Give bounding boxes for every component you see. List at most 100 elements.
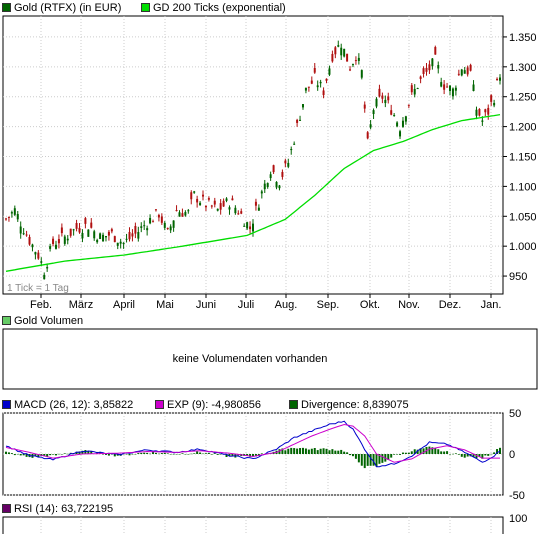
candle-down bbox=[390, 110, 393, 115]
divergence-bar bbox=[404, 452, 407, 454]
candle-down bbox=[434, 47, 437, 55]
gd200-swatch-icon bbox=[141, 3, 150, 12]
divergence-bar bbox=[193, 453, 196, 454]
divergence-bar bbox=[304, 448, 307, 454]
divergence-bar bbox=[152, 452, 155, 454]
exp-line bbox=[5, 423, 500, 463]
candle-up bbox=[104, 235, 107, 238]
divergence-bar bbox=[475, 454, 478, 459]
divergence-bar bbox=[160, 453, 163, 454]
candle-down bbox=[307, 86, 310, 88]
candle-down bbox=[313, 68, 316, 73]
candle-down bbox=[52, 238, 55, 244]
candle-up bbox=[19, 226, 22, 234]
price-y-tick-label: 1.150 bbox=[509, 151, 537, 163]
macd-y-axis: -50 0 50 bbox=[509, 408, 525, 502]
candle-up bbox=[228, 207, 231, 210]
candle-up bbox=[278, 185, 281, 189]
candle-up bbox=[252, 223, 254, 232]
candle-down bbox=[90, 222, 93, 228]
candle-down bbox=[410, 85, 413, 93]
candle-up bbox=[216, 208, 219, 211]
divergence-bar bbox=[422, 448, 425, 454]
candle-up bbox=[10, 212, 13, 214]
candle-up bbox=[372, 110, 375, 115]
candle-up bbox=[299, 119, 302, 121]
divergence-bar bbox=[52, 454, 55, 455]
divergence-bar bbox=[454, 453, 457, 454]
divergence-bar bbox=[437, 449, 440, 454]
divergence-bar bbox=[219, 454, 222, 455]
divergence-bar bbox=[228, 454, 231, 456]
macd-y-tick-label: 0 bbox=[509, 449, 515, 461]
divergence-bar bbox=[299, 448, 302, 454]
candle-up bbox=[184, 212, 187, 216]
divergence-bar bbox=[137, 453, 140, 454]
rsi-legend: RSI (14): 63,722195 bbox=[2, 502, 113, 516]
candle-up bbox=[393, 115, 396, 117]
candle-up bbox=[472, 84, 475, 91]
divergence-bar bbox=[75, 451, 78, 454]
candle-up bbox=[143, 225, 146, 227]
macd-y-tick-label: -50 bbox=[509, 490, 525, 502]
candle-down bbox=[152, 221, 155, 223]
divergence-bar bbox=[307, 449, 310, 454]
divergence-bar bbox=[478, 454, 481, 457]
candle-up bbox=[401, 120, 404, 127]
candle-up bbox=[81, 232, 84, 239]
candle-up bbox=[199, 202, 202, 206]
divergence-bar bbox=[357, 454, 360, 463]
divergence-bar bbox=[369, 454, 372, 466]
legend-item-gd200: GD 200 Ticks (exponential) bbox=[141, 1, 286, 15]
candle-up bbox=[234, 207, 237, 214]
divergence-bar bbox=[175, 454, 178, 455]
price-y-tick-label: 1.200 bbox=[509, 122, 537, 134]
divergence-bar bbox=[287, 448, 290, 454]
candle-up bbox=[125, 238, 128, 240]
candle-down bbox=[202, 194, 205, 197]
candle-up bbox=[293, 143, 296, 145]
divergence-bar bbox=[334, 450, 337, 454]
candle-down bbox=[378, 88, 381, 97]
divergence-bar bbox=[428, 446, 431, 454]
candle-down bbox=[25, 234, 28, 236]
volume-swatch-icon bbox=[2, 316, 11, 325]
candle-up bbox=[93, 231, 96, 239]
divergence-bar bbox=[104, 454, 107, 455]
candle-up bbox=[169, 226, 172, 231]
divergence-bar bbox=[99, 452, 102, 454]
candle-down bbox=[60, 227, 63, 234]
price-y-tick-label: 1.100 bbox=[509, 181, 537, 193]
candle-up bbox=[140, 226, 143, 228]
divergence-bar bbox=[487, 454, 490, 456]
candle-up bbox=[263, 183, 266, 190]
divergence-bar bbox=[343, 451, 346, 454]
divergence-bar bbox=[252, 454, 254, 457]
price-x-tick-label: Jan. bbox=[481, 299, 502, 311]
candle-down bbox=[110, 229, 113, 232]
candle-down bbox=[425, 67, 428, 72]
divergence-bar bbox=[446, 451, 449, 454]
legend-item-exp: EXP (9): -4,980856 bbox=[155, 398, 261, 412]
divergence-bar bbox=[102, 454, 105, 455]
divergence-bar bbox=[110, 454, 113, 455]
divergence-bar bbox=[466, 454, 469, 457]
candle-up bbox=[319, 81, 322, 84]
divergence-bar bbox=[146, 452, 149, 454]
divergence-bar bbox=[337, 450, 340, 454]
candle-up bbox=[290, 149, 293, 151]
price-y-tick-label: 1.350 bbox=[509, 32, 537, 44]
candle-up bbox=[449, 85, 452, 91]
candle-up bbox=[66, 238, 69, 241]
divergence-bar bbox=[254, 454, 257, 457]
candle-up bbox=[275, 181, 278, 188]
divergence-bar bbox=[57, 453, 60, 455]
candle-up bbox=[187, 210, 190, 212]
divergence-bar bbox=[449, 454, 452, 455]
candle-up bbox=[96, 239, 99, 243]
divergence-bar bbox=[499, 447, 501, 454]
divergence-bar bbox=[202, 453, 205, 455]
candle-down bbox=[154, 209, 157, 211]
candle-up bbox=[49, 246, 52, 249]
divergence-bar bbox=[387, 454, 390, 460]
